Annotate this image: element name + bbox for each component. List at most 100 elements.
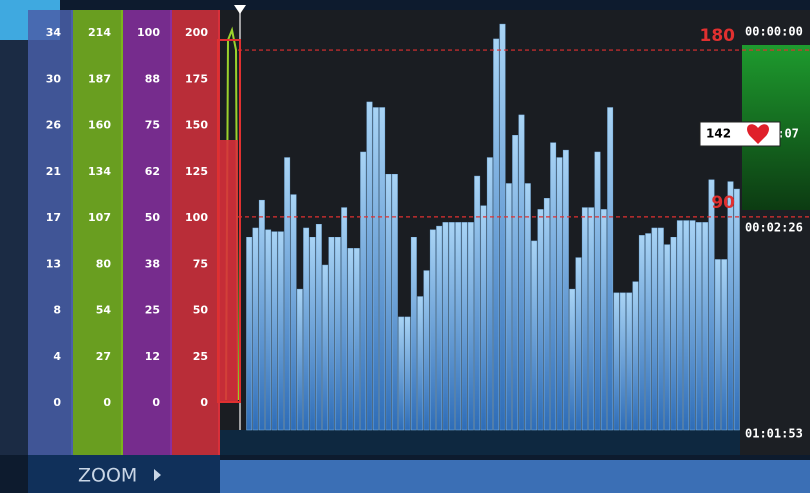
bar — [575, 257, 582, 431]
bar — [524, 183, 531, 431]
scale-tick-label: 0 — [152, 396, 160, 409]
plot-footer — [220, 430, 740, 455]
bar — [423, 270, 430, 431]
bar — [556, 157, 563, 431]
scale-tick-label: 187 — [88, 72, 111, 85]
scale-tick-label: 25 — [145, 304, 160, 317]
scale-tick-label: 13 — [46, 257, 61, 270]
bar — [600, 209, 607, 431]
bar — [626, 292, 633, 431]
heart-icon — [747, 124, 769, 144]
bar — [689, 220, 696, 431]
bar — [727, 181, 734, 431]
bar — [391, 173, 398, 431]
scale-tick-label: 125 — [185, 165, 208, 178]
scale-tick-label: 34 — [46, 26, 62, 39]
scale-tick-label: 25 — [193, 350, 208, 363]
bar — [683, 220, 690, 431]
heart-rate: 142 — [706, 127, 731, 141]
left-edge — [0, 40, 28, 455]
scale-tick-label: 0 — [200, 396, 208, 409]
bar — [550, 142, 557, 431]
bar — [334, 237, 341, 431]
bar — [562, 149, 569, 431]
scale-tick-label: 160 — [88, 119, 111, 132]
reference-label: 180 — [700, 26, 736, 46]
bar — [290, 194, 297, 431]
scale-column — [73, 10, 123, 455]
bar — [645, 233, 652, 431]
timeline-bar[interactable] — [220, 460, 810, 493]
bar — [417, 296, 424, 431]
scale-tick-label: 17 — [46, 211, 61, 224]
zoom-button[interactable] — [28, 455, 220, 493]
bar — [258, 199, 265, 431]
bar — [499, 23, 506, 431]
scale-tick-label: 50 — [145, 211, 161, 224]
bar — [448, 222, 455, 431]
bar — [455, 222, 462, 431]
bar — [588, 207, 595, 431]
bar — [341, 207, 348, 431]
bar — [265, 229, 272, 431]
scale-tick-label: 12 — [145, 350, 160, 363]
scale-tick-label: 75 — [193, 257, 208, 270]
bar — [721, 259, 728, 431]
scale-tick-label: 38 — [145, 257, 160, 270]
scale-column — [28, 10, 73, 455]
bar — [404, 316, 411, 431]
bar — [638, 235, 645, 431]
bar — [284, 157, 291, 431]
bar — [328, 237, 335, 431]
bar — [385, 173, 392, 431]
bar — [531, 240, 538, 431]
scale-tick-label: 175 — [185, 72, 208, 85]
scale-tick-label: 4 — [53, 350, 61, 363]
scale-tick-label: 27 — [96, 350, 111, 363]
bar — [695, 222, 702, 431]
red-frame — [217, 39, 241, 403]
scale-tick-label: 100 — [185, 211, 208, 224]
time-label: 00:02:26 — [745, 221, 803, 235]
cursor-handle[interactable] — [234, 5, 246, 14]
bar — [442, 222, 449, 431]
bar — [467, 222, 474, 431]
bar — [486, 157, 493, 431]
heart-badge: 142 — [699, 121, 781, 147]
bar — [246, 237, 253, 431]
bar — [670, 237, 677, 431]
scale-tick-label: 214 — [88, 26, 111, 39]
scale-tick-label: 26 — [46, 119, 62, 132]
bar — [543, 198, 550, 431]
scale-tick-label: 100 — [137, 26, 160, 39]
bar — [347, 248, 354, 431]
bar — [518, 114, 525, 431]
bar — [537, 209, 544, 431]
scale-tick-label: 200 — [185, 26, 208, 39]
scale-tick-label: 0 — [103, 396, 111, 409]
bar — [708, 179, 715, 431]
scale-tick-label: 150 — [185, 119, 208, 132]
time-label: 00:00:00 — [745, 25, 803, 39]
bar — [733, 188, 740, 431]
bar — [353, 248, 360, 431]
bar — [372, 107, 379, 431]
bar — [429, 229, 436, 431]
scale-tick-label: 8 — [53, 304, 61, 317]
bar — [632, 281, 639, 431]
bar — [619, 292, 626, 431]
bar — [277, 231, 284, 431]
bar — [309, 237, 316, 431]
bar — [607, 107, 614, 431]
time-label: 01:01:53 — [745, 427, 803, 441]
bar — [461, 222, 468, 431]
scale-tick-label: 80 — [96, 257, 112, 270]
scale-tick-label: 134 — [88, 165, 111, 178]
scale-tick-label: 75 — [145, 119, 160, 132]
bar — [315, 224, 322, 431]
bar — [398, 316, 405, 431]
scale-column — [172, 10, 220, 455]
bar — [296, 288, 303, 431]
zoom-label[interactable]: ZOOM — [78, 465, 137, 487]
